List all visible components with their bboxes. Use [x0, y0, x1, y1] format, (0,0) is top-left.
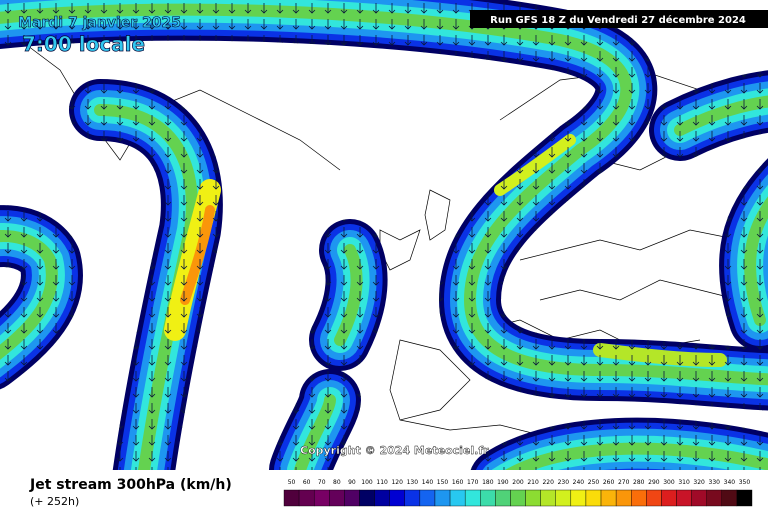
scale-label: 110 — [376, 479, 388, 486]
scale-swatch — [736, 489, 753, 507]
scale-label: 80 — [333, 479, 341, 486]
scale-label: 100 — [361, 479, 373, 486]
scale-swatch — [600, 489, 617, 507]
scale-swatch — [480, 489, 496, 507]
scale-label: 300 — [663, 479, 675, 486]
scale-label: 320 — [693, 479, 705, 486]
date-title: Mardi 7 janvier 2025 — [18, 15, 181, 31]
scale-swatch — [344, 489, 360, 507]
scale-label: 120 — [391, 479, 403, 486]
scale-label: 140 — [422, 479, 434, 486]
colorbar: 50 60 70 80 90 100 110 120 130 140 150 160 170 180 190… — [283, 479, 753, 507]
scale-swatch — [495, 489, 511, 507]
scale-swatch — [329, 489, 345, 507]
scale-swatch — [555, 489, 572, 507]
scale-label: 190 — [497, 479, 509, 486]
scale-swatch — [525, 489, 541, 507]
scale-label: 210 — [527, 479, 539, 486]
scale-swatch — [434, 489, 451, 507]
scale-label: 230 — [558, 479, 570, 486]
scale-label: 260 — [603, 479, 615, 486]
scale-label: 70 — [318, 479, 326, 486]
scale-label: 350 — [739, 479, 751, 486]
scale-swatch — [585, 489, 602, 507]
scale-swatch — [419, 489, 436, 507]
scale-label: 50 — [288, 479, 296, 486]
scale-swatch — [449, 489, 466, 507]
scale-label: 340 — [724, 479, 736, 486]
map-area: Run GFS 18 Z du Vendredi 27 décembre 202… — [0, 0, 768, 500]
scale-swatch — [631, 489, 647, 507]
scale-label: 310 — [678, 479, 690, 486]
scale-swatch — [540, 489, 556, 507]
scale-swatch — [570, 489, 587, 507]
scale-label: 270 — [618, 479, 630, 486]
scale-swatch — [404, 489, 421, 507]
legend-title: Jet stream 300hPa (km/h) — [29, 477, 232, 493]
lead-time: (+ 252h) — [30, 495, 79, 508]
scale-swatch — [706, 489, 723, 507]
scale-swatch — [691, 489, 707, 507]
scale-label: 200 — [512, 479, 524, 486]
scale-label: 130 — [407, 479, 419, 486]
scale-label: 150 — [437, 479, 449, 486]
scale-label: 330 — [709, 479, 721, 486]
copyright: Copyright © 2024 Meteociel.fr — [300, 444, 489, 457]
scale-label: 220 — [542, 479, 554, 486]
scale-label: 90 — [348, 479, 356, 486]
scale-swatch — [721, 489, 738, 507]
scale-swatch — [283, 489, 300, 507]
scale-label: 160 — [452, 479, 464, 486]
scale-label: 170 — [467, 479, 479, 486]
scale-label: 180 — [482, 479, 494, 486]
scale-label: 280 — [633, 479, 645, 486]
scale-swatch — [359, 489, 375, 507]
scale-swatch — [661, 489, 677, 507]
scale-swatch — [676, 489, 692, 507]
scale-swatch — [510, 489, 526, 507]
jet-streams — [0, 10, 768, 500]
scale-swatch — [389, 489, 405, 507]
scale-swatch — [615, 489, 632, 507]
scale-swatch — [298, 489, 315, 507]
run-info: Run GFS 18 Z du Vendredi 27 décembre 202… — [490, 14, 746, 26]
run-box — [470, 10, 768, 28]
scale-label: 290 — [648, 479, 660, 486]
scale-swatch — [374, 489, 390, 507]
scale-swatch — [464, 489, 481, 507]
scale-swatch — [313, 489, 330, 507]
scale-label: 250 — [588, 479, 600, 486]
local-time: 7:00 locale — [22, 32, 145, 56]
scale-label: 240 — [573, 479, 585, 486]
scale-label: 60 — [303, 479, 311, 486]
scale-swatch — [646, 489, 662, 507]
